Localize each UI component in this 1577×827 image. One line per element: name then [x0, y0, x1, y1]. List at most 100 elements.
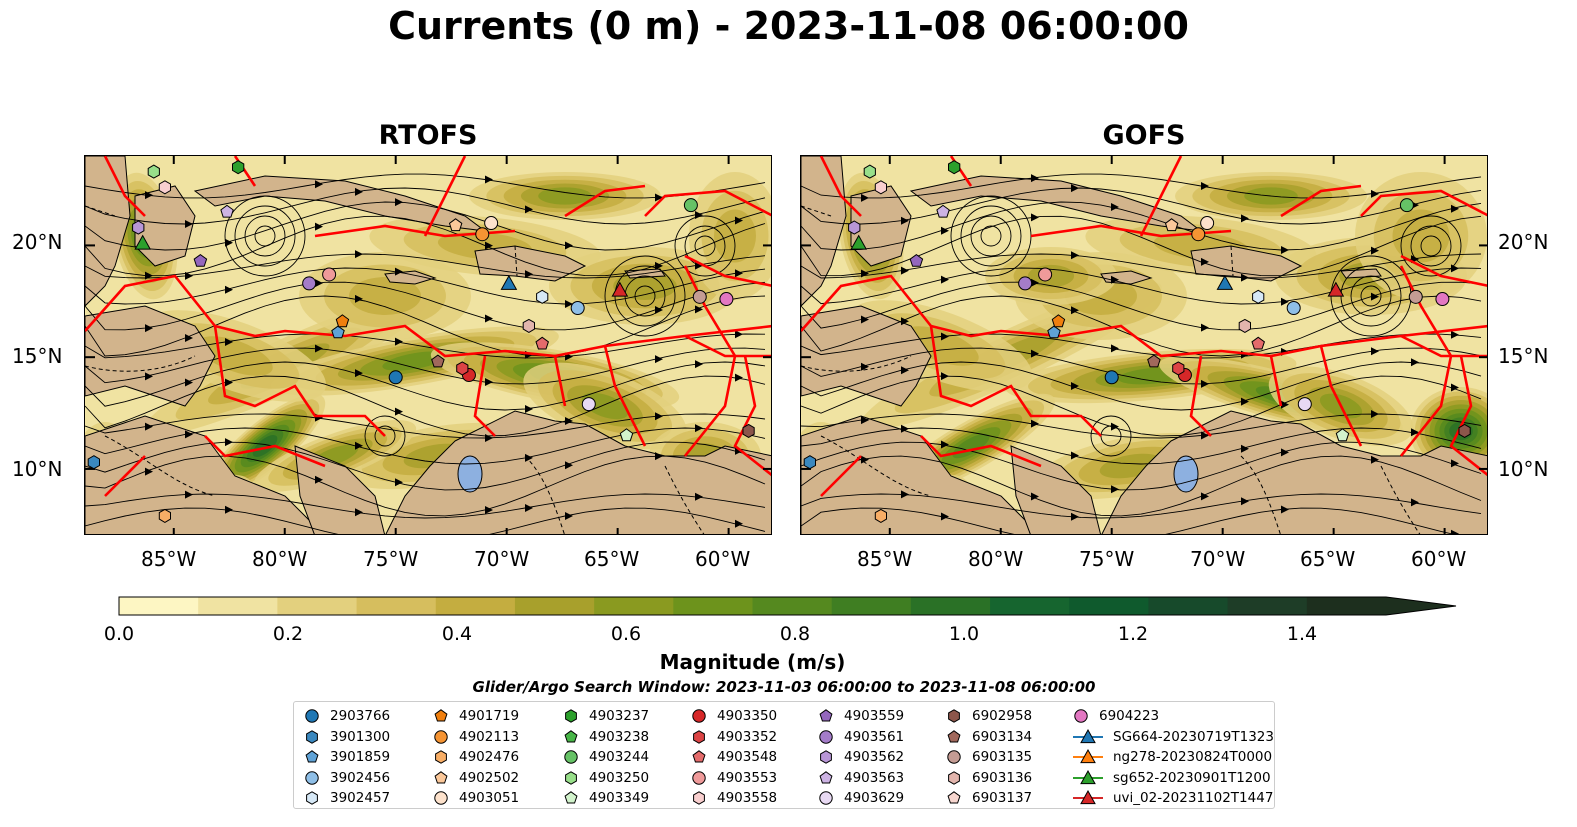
legend-label: 3901300: [330, 728, 391, 745]
argo-float-marker: [158, 508, 171, 523]
platform-markers: [87, 160, 755, 523]
legend-item: 6904223: [1073, 706, 1274, 727]
legend-item: 4902502: [433, 768, 519, 789]
legend-item: 6903135: [946, 747, 1032, 768]
legend-label: 6902958: [972, 708, 1033, 725]
map-panel-rtofs[interactable]: [84, 155, 772, 535]
legend-label: ng278-20230824T0000: [1113, 749, 1273, 766]
legend-label: 4903051: [459, 790, 520, 807]
legend-column: 6904223 SG664-20230719T1323 ng278-20230824…: [1073, 706, 1274, 809]
argo-float-marker: [683, 198, 698, 213]
legend-item: 3902456: [304, 768, 390, 789]
argo-float-marker: [936, 204, 950, 218]
legend-label: 4903350: [717, 708, 778, 725]
legend-marker-icon: [692, 771, 706, 785]
argo-float-marker: [948, 160, 961, 175]
argo-float-marker: [232, 160, 245, 175]
legend-item: 4903563: [818, 768, 904, 789]
legend-item: 4903237: [563, 706, 649, 727]
argo-float-marker: [456, 361, 469, 376]
legend-marker-icon: [948, 709, 960, 724]
legend-item: 4903548: [691, 747, 777, 768]
legend-marker-icon: [819, 791, 833, 805]
panel-title-left: RTOFS: [378, 120, 478, 151]
legend-column: 2903766 3901300 3901859 3902456 3902457: [304, 706, 390, 809]
legend-item: 4903238: [563, 727, 649, 748]
argo-float-marker: [1047, 325, 1061, 339]
argo-float-marker: [1104, 370, 1119, 385]
legend-marker-icon: [1073, 790, 1103, 805]
legend-column: 6902958 6903134 6903135 6903136 6903137: [946, 706, 1032, 809]
legend-marker-icon: [565, 770, 577, 785]
argo-float-marker: [874, 180, 887, 195]
legend-marker-icon: [947, 791, 961, 804]
legend-item: sg652-20230901T1200: [1073, 768, 1274, 789]
argo-float-marker: [535, 336, 549, 350]
argo-float-marker: [1252, 289, 1265, 304]
lat-tick-left-10: 10°N: [12, 457, 63, 481]
argo-float-marker: [1200, 216, 1215, 231]
legend-label: 3902457: [330, 790, 391, 807]
legend-label: 6903135: [972, 749, 1033, 766]
legend-marker-icon: [1073, 769, 1103, 784]
map-panel-gofs[interactable]: [800, 155, 1488, 535]
argo-float-marker: [874, 508, 887, 523]
gofs-current-map[interactable]: [801, 156, 1488, 535]
legend-label: sg652-20230901T1200: [1113, 769, 1271, 786]
colorbar-tick-5: 1.0: [948, 623, 980, 645]
legend-item: 4903553: [691, 768, 777, 789]
glider-marker: [1216, 274, 1234, 290]
argo-float-marker: [448, 218, 463, 232]
legend-label: 4902476: [459, 749, 520, 766]
argo-float-marker: [322, 267, 337, 282]
legend-item: 4903244: [563, 747, 649, 768]
legend-marker-icon: [1073, 749, 1103, 764]
argo-float-marker: [220, 204, 234, 218]
figure-title: Currents (0 m) - 2023-11-08 06:00:00: [388, 4, 1189, 48]
panel-title-right: GOFS: [1102, 120, 1186, 151]
argo-float-marker: [331, 325, 345, 339]
lon-tick-right-75: 75°W: [1079, 547, 1135, 571]
legend-label: 4903629: [844, 790, 905, 807]
legend-label: 6903136: [972, 769, 1033, 786]
legend-label: 4903561: [844, 728, 905, 745]
legend-label: 4903238: [589, 728, 650, 745]
argo-float-marker: [803, 455, 816, 470]
lon-tick-left-60: 60°W: [695, 547, 751, 571]
legend-marker-icon: [306, 791, 318, 806]
lat-tick-right-15: 15°N: [1498, 344, 1549, 368]
legend-item: 3902457: [304, 788, 390, 809]
legend-marker-icon: [820, 750, 832, 765]
argo-float-marker: [1238, 318, 1251, 333]
legend-item: 4903352: [691, 727, 777, 748]
argo-float-marker: [619, 428, 634, 442]
colorbar-tick-4: 0.8: [779, 623, 811, 645]
lat-tick-right-10: 10°N: [1498, 457, 1549, 481]
legend-item: 4902476: [433, 747, 519, 768]
legend-label: 4903559: [844, 708, 905, 725]
axis-ticks: [85, 156, 771, 534]
legend-label: uvi_02-20231102T1447: [1113, 790, 1274, 807]
legend-marker-icon: [1074, 709, 1088, 723]
legend-marker-icon: [434, 791, 448, 805]
argo-float-marker: [1038, 267, 1053, 282]
colorbar-tick-1: 0.2: [272, 623, 304, 645]
legend-marker-icon: [306, 729, 318, 744]
legend-item: 6903134: [946, 727, 1032, 748]
legend-marker-icon: [693, 729, 705, 744]
legend-marker-icon: [305, 709, 319, 723]
colorbar-tick-2: 0.4: [441, 623, 473, 645]
legend-marker-icon: [947, 729, 961, 743]
lon-tick-right-80: 80°W: [968, 547, 1024, 571]
colorbar-extend-arrow: [1386, 597, 1456, 615]
lon-tick-left-85: 85°W: [141, 547, 197, 571]
rtofs-current-map[interactable]: [85, 156, 772, 535]
legend-item: 3901859: [304, 747, 390, 768]
legend-label: 4903548: [717, 749, 778, 766]
legend-item: 4903561: [818, 727, 904, 748]
legend-label: 4903553: [717, 769, 778, 786]
platform-markers: [803, 160, 1471, 523]
argo-float-marker: [1172, 361, 1185, 376]
country-borders: [801, 205, 1421, 534]
lon-tick-right-70: 70°W: [1190, 547, 1246, 571]
